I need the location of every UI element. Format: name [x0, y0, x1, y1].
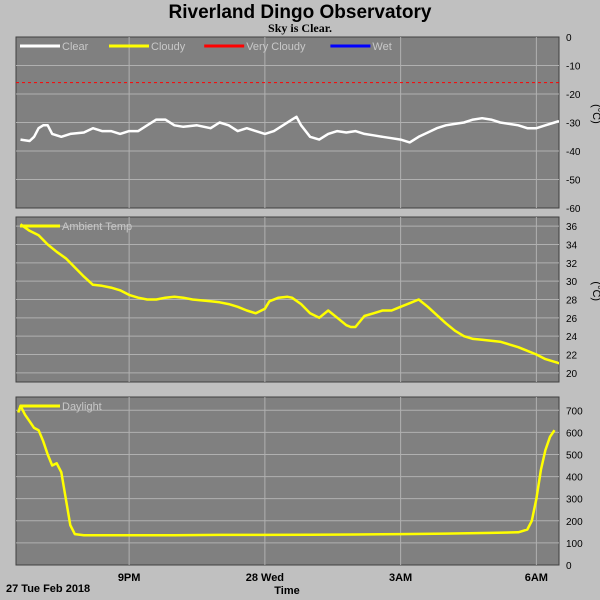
legend-label: Daylight — [62, 401, 102, 413]
legend-label: Wet — [372, 41, 391, 53]
legend-label: Very Cloudy — [246, 41, 306, 53]
y-tick-label: 500 — [566, 450, 583, 461]
y-tick-label: 20 — [566, 369, 578, 380]
cloud-panel: 0 -10 -20 -30 -40 -50 -60 (°C) Clear Cloudy Very C… — [15, 33, 600, 215]
legend-label: Ambient Temp — [62, 221, 132, 233]
y-tick-label: 32 — [566, 259, 578, 270]
series-line — [17, 404, 556, 537]
legend-label: Clear — [62, 41, 89, 53]
temperature-panel: 36 34 32 30 28 26 24 22 20 (°C) Ambient Temp — [15, 216, 600, 383]
y-tick-label: -60 — [566, 204, 581, 215]
x-axis-label: Time — [274, 585, 299, 597]
y-tick-label: 100 — [566, 539, 583, 550]
y-tick-label: 600 — [566, 428, 583, 439]
y-tick-label: 26 — [566, 314, 578, 325]
x-tick-label: 9PM — [118, 572, 141, 584]
y-tick-label: -30 — [566, 119, 581, 130]
y-tick-label: -40 — [566, 147, 581, 158]
y-tick-label: 200 — [566, 517, 583, 528]
legend-label: Cloudy — [151, 41, 186, 53]
y-tick-label: 24 — [566, 332, 578, 343]
series-line — [19, 223, 559, 365]
y-tick-label: -20 — [566, 90, 581, 101]
sky-status: Sky is Clear. — [268, 21, 332, 35]
x-tick-label: 6AM — [525, 572, 548, 584]
y-axis-label: (°C) — [590, 281, 600, 301]
y-tick-label: -10 — [566, 62, 581, 73]
series-line — [20, 115, 559, 144]
y-tick-label: 30 — [566, 277, 578, 288]
date-label: 27 Tue Feb 2018 — [6, 583, 90, 595]
plot-area — [15, 396, 560, 566]
y-tick-label: 300 — [566, 495, 583, 506]
y-axis-label: (°C) — [590, 104, 600, 124]
y-tick-label: -50 — [566, 176, 581, 187]
y-tick-label: 22 — [566, 351, 578, 362]
y-tick-label: 0 — [566, 33, 572, 44]
y-tick-label: 700 — [566, 406, 583, 417]
page-title: Riverland Dingo Observatory — [169, 2, 432, 23]
y-tick-label: 36 — [566, 222, 578, 233]
daylight-panel: 700 600 500 400 300 200 100 0 Daylight 9PM 28 Wed 3… — [15, 396, 583, 584]
y-tick-label: 400 — [566, 473, 583, 484]
x-tick-label: 3AM — [389, 572, 412, 584]
y-tick-label: 0 — [566, 561, 572, 572]
y-tick-label: 34 — [566, 241, 578, 252]
y-tick-label: 28 — [566, 296, 578, 307]
x-tick-label: 28 Wed — [246, 572, 284, 584]
